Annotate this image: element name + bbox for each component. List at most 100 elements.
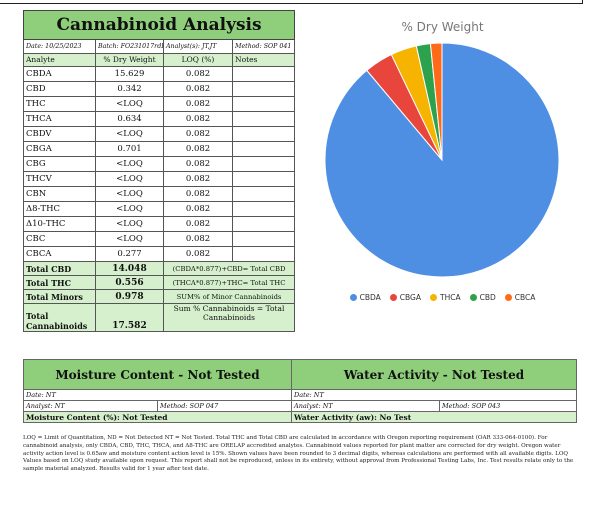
legend-swatch	[429, 294, 437, 301]
analyte-notes	[231, 156, 296, 172]
water-result: Water Activity (aw): No Test	[290, 411, 578, 423]
analyte-dry-weight: <LOQ	[95, 231, 164, 247]
table-row: CBD 0.342 0.082	[23, 81, 296, 97]
legend-label: CBDA	[359, 293, 381, 302]
total-cannabinoids-value: 17.582	[95, 303, 164, 332]
analyte-name: THC	[23, 96, 96, 112]
legend-item-cbd: CBD	[469, 293, 496, 302]
legend-label: THCA	[439, 293, 461, 302]
moisture-title: Moisture Content - Not Tested	[23, 359, 292, 390]
analyte-loq: 0.082	[163, 246, 233, 262]
total-thc-row: Total THC 0.556 (THCA*0.877)+THC= Total …	[23, 275, 296, 290]
analyte-dry-weight: <LOQ	[95, 216, 164, 232]
table-row: THC <LOQ 0.082	[23, 96, 296, 112]
analyte-dry-weight: 0.277	[95, 246, 164, 262]
analyte-name: CBG	[23, 156, 96, 172]
legend-item-cbga: CBGA	[389, 293, 421, 302]
analyte-name: THCA	[23, 111, 96, 127]
analyte-name: CBD	[23, 81, 96, 97]
analyte-name: CBC	[23, 231, 96, 247]
chart-legend: CBDA CBGA THCA CBD CBCA	[300, 293, 585, 302]
cannabinoid-title: Cannabinoid Analysis	[22, 10, 296, 40]
analyte-notes	[231, 171, 296, 187]
table-row: CBDV <LOQ 0.082	[23, 126, 296, 142]
meta-analyst: Analyst(s): JT,JT	[163, 39, 233, 54]
analyte-loq: 0.082	[163, 96, 233, 112]
total-minors-row: Total Minors 0.978 SUM% of Minor Cannabi…	[23, 289, 296, 304]
moisture-method: Method: SOP 047	[157, 400, 292, 412]
table-row: CBDA 15.629 0.082	[23, 66, 296, 82]
analyte-loq: 0.082	[163, 81, 233, 97]
analyte-dry-weight: <LOQ	[95, 201, 164, 217]
table-row: CBCA 0.277 0.082	[23, 246, 296, 262]
analyte-notes	[231, 186, 296, 202]
table-row: Δ10-THC <LOQ 0.082	[23, 216, 296, 232]
legend-swatch	[504, 294, 512, 301]
legend-swatch	[389, 294, 397, 301]
analyte-notes	[231, 66, 296, 82]
total-minors-label: Total Minors	[23, 289, 96, 304]
analyte-notes	[231, 81, 296, 97]
moisture-date: Date: NT	[23, 389, 292, 401]
analyte-loq: 0.082	[163, 216, 233, 232]
total-cbd-formula: (CBDA*0.877)+CBD= Total CBD	[162, 261, 296, 276]
chart-title: % Dry Weight	[401, 20, 484, 34]
analyte-dry-weight: 0.701	[95, 141, 164, 157]
header-notes: Notes	[231, 53, 296, 67]
analyte-loq: 0.082	[163, 231, 233, 247]
moisture-analyst: Analyst: NT	[23, 400, 158, 412]
water-method: Method: SOP 043	[438, 400, 578, 412]
meta-date: Date: 10/25/2023	[23, 39, 96, 54]
total-cannabinoids-row: Total Cannabinoids 17.582 Sum % Cannabin…	[23, 303, 296, 332]
top-rule-corner	[582, 0, 583, 4]
analyte-notes	[231, 216, 296, 232]
water-title: Water Activity - Not Tested	[290, 359, 578, 390]
analyte-name: Δ8-THC	[23, 201, 96, 217]
analyte-notes	[231, 111, 296, 127]
water-analyst: Analyst: NT	[291, 400, 440, 412]
analyte-notes	[231, 246, 296, 262]
table-row: Δ8-THC <LOQ 0.082	[23, 201, 296, 217]
meta-method: Method: SOP 041	[231, 39, 296, 54]
analyte-loq: 0.082	[163, 201, 233, 217]
analyte-name: CBDA	[23, 66, 96, 82]
dry-weight-pie-chart: % Dry Weight CBDA CBGA THCA CBD CBCA	[300, 10, 585, 310]
table-row: CBC <LOQ 0.082	[23, 231, 296, 247]
header-loq: LOQ (%)	[163, 53, 233, 67]
moisture-water-table: Moisture Content - Not Tested Water Acti…	[23, 359, 578, 423]
table-row: CBG <LOQ 0.082	[23, 156, 296, 172]
analyte-notes	[231, 96, 296, 112]
analyte-loq: 0.082	[163, 126, 233, 142]
total-thc-value: 0.556	[95, 275, 164, 290]
total-cbd-label: Total CBD	[23, 261, 96, 276]
analyte-loq: 0.082	[163, 171, 233, 187]
total-minors-formula: SUM% of Minor Cannabinoids	[162, 289, 296, 304]
analyte-notes	[231, 126, 296, 142]
table-row: CBN <LOQ 0.082	[23, 186, 296, 202]
table-row: CBGA 0.701 0.082	[23, 141, 296, 157]
total-cannabinoids-formula: Sum % Cannabinoids = Total Cannabinoids	[162, 303, 296, 332]
legend-label: CBCA	[514, 293, 536, 302]
total-thc-label: Total THC	[23, 275, 96, 290]
cannabinoid-table: Cannabinoid Analysis Date: 10/25/2023 Ba…	[22, 10, 296, 332]
analyte-loq: 0.082	[163, 186, 233, 202]
analyte-dry-weight: 0.634	[95, 111, 164, 127]
total-thc-formula: (THCA*0.877)+THC= Total THC	[162, 275, 296, 290]
pie-slice-cbca	[429, 42, 443, 161]
legend-item-cbca: CBCA	[504, 293, 536, 302]
analyte-name: CBGA	[23, 141, 96, 157]
pie-svg	[324, 42, 560, 278]
analyte-loq: 0.082	[163, 156, 233, 172]
legend-swatch	[349, 294, 357, 301]
table-row: THCV <LOQ 0.082	[23, 171, 296, 187]
report-footnote: LOQ = Limit of Quantitation, ND = Not De…	[23, 435, 574, 473]
analyte-notes	[231, 141, 296, 157]
analyte-dry-weight: 15.629	[95, 66, 164, 82]
analyte-rows: CBDA 15.629 0.082 CBD 0.342 0.082 THC <LOQ 0.0…	[23, 66, 296, 262]
analyte-name: CBCA	[23, 246, 96, 262]
analyte-loq: 0.082	[163, 141, 233, 157]
total-cbd-row: Total CBD 14.048 (CBDA*0.877)+CBD= Total…	[23, 261, 296, 276]
analyte-loq: 0.082	[163, 66, 233, 82]
analyte-loq: 0.082	[163, 111, 233, 127]
header-dry-weight: % Dry Weight	[95, 53, 164, 67]
